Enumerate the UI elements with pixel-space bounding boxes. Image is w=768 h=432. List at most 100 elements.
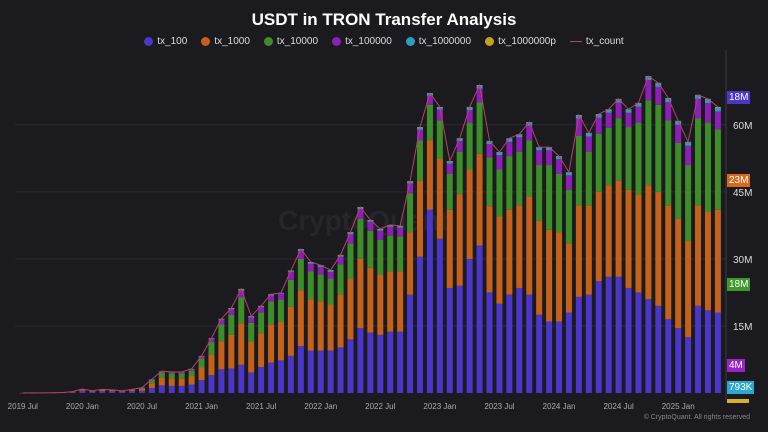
bar-segment-tx-1000000	[506, 138, 513, 142]
bar-segment-tx-1000	[685, 241, 692, 338]
bar-segment-tx-100000	[297, 250, 304, 259]
bar-segment-tx-100	[556, 321, 563, 393]
bar-segment-tx-1000	[426, 140, 433, 210]
legend-item-tx-100[interactable]: tx_100	[144, 36, 187, 47]
legend-dot-icon	[263, 37, 273, 46]
bar-segment-tx-1000	[297, 290, 304, 347]
bar-segment-tx-100000	[407, 183, 414, 194]
bar-segment-tx-100	[436, 238, 443, 393]
bar-segment-tx-100	[704, 310, 711, 393]
bar-segment-tx-10000	[436, 120, 443, 159]
bar-segment-tx-1000	[675, 218, 682, 329]
bar-segment-tx-1000000	[635, 103, 642, 107]
bar-segment-tx-100	[536, 314, 543, 393]
bar-segment-tx-10000	[417, 140, 423, 181]
bar-segment-tx-1000000	[248, 316, 255, 318]
legend-item-tx-1000[interactable]: tx_1000	[201, 36, 250, 47]
bar-segment-tx-1000000	[268, 294, 275, 296]
bar-segment-tx-10000	[585, 151, 592, 206]
bar-segment-tx-100000	[198, 356, 205, 359]
bar-segment-tx-10000	[258, 312, 265, 334]
bar-segment-tx-100	[178, 385, 185, 393]
bar-segment-tx-10000	[367, 230, 374, 268]
bar-segment-tx-1000	[565, 243, 572, 313]
last-value-badge-tx-10000: 18M	[727, 278, 751, 291]
bar-segment-tx-1000	[79, 389, 86, 391]
bar-segment-tx-100000	[258, 307, 265, 313]
bar-segment-tx-100000	[635, 106, 642, 123]
bar-segment-tx-100	[119, 391, 126, 393]
bar-segment-tx-1000	[605, 185, 612, 277]
bar-segment-tx-1000	[168, 378, 175, 386]
bar-segment-tx-100000	[565, 175, 572, 190]
legend-label: tx_1000	[214, 36, 250, 47]
bar-segment-tx-1000	[486, 206, 493, 293]
bar-segment-tx-10000	[268, 301, 275, 325]
bar-segment-tx-10000	[327, 278, 334, 305]
legend-item-tx-10000[interactable]: tx_10000	[263, 36, 319, 47]
bar-segment-tx-100000	[695, 98, 702, 119]
legend-item-tx-100000[interactable]: tx_100000	[332, 36, 392, 47]
bar-segment-tx-1000000	[347, 232, 354, 235]
legend-item-tx-count[interactable]: tx_count	[569, 36, 624, 47]
legend-label: tx_1000000	[418, 36, 472, 47]
legend-item-tx-1000000p[interactable]: tx_1000000p	[485, 36, 556, 47]
bar-segment-tx-100	[188, 384, 195, 393]
bar-segment-tx-1000000	[536, 147, 543, 151]
bar-segment-tx-1000000	[446, 161, 453, 164]
bar-segment-tx-1000000	[456, 138, 463, 141]
bar-segment-tx-1000	[178, 378, 185, 386]
legend-label: tx_10000	[276, 36, 319, 47]
bar-segment-tx-1000	[635, 194, 642, 293]
bar-segment-tx-1000000	[377, 229, 384, 231]
x-tick-label: 2020 Jul	[127, 402, 157, 411]
bar-segment-tx-100000	[158, 371, 165, 373]
bar-segment-tx-100	[496, 303, 503, 393]
bar-segment-tx-1000	[546, 229, 553, 322]
tx-count-line	[22, 75, 719, 394]
bar-segment-tx-100000	[377, 230, 384, 240]
bar-segment-tx-1000	[695, 205, 702, 306]
bar-segment-tx-1000	[119, 391, 126, 392]
bar-segment-tx-100	[138, 390, 145, 393]
bar-segment-tx-1000000	[556, 156, 563, 160]
bar-segment-tx-10000	[218, 324, 225, 342]
bar-segment-tx-100000	[714, 111, 721, 130]
chart-title: USDT in TRON Transfer Analysis	[251, 10, 517, 29]
bar-segment-tx-100	[456, 285, 463, 393]
last-value-badge-tx-1000000p	[727, 399, 749, 403]
bar-segment-tx-100	[79, 390, 86, 393]
bar-segment-tx-100000	[337, 256, 344, 265]
bar-segment-tx-1000	[287, 306, 294, 356]
bar-segment-tx-1000	[436, 158, 443, 239]
bar-segment-tx-1000000	[486, 141, 493, 145]
bar-segment-tx-100000	[506, 141, 513, 157]
bar-segment-tx-1000000	[397, 226, 404, 228]
bar-segment-tx-100	[317, 350, 324, 393]
bar-segment-tx-10000	[188, 370, 195, 377]
bar-segment-tx-100000	[516, 137, 523, 152]
bar-segment-tx-10000	[426, 104, 433, 141]
bar-segment-tx-1000000	[258, 306, 265, 308]
legend-line-icon	[569, 40, 582, 43]
bar-segment-tx-1000	[665, 205, 672, 320]
x-tick-label: 2022 Jan	[304, 402, 337, 411]
bar-segment-tx-100	[714, 312, 721, 393]
bar-segment-tx-1000000	[466, 107, 473, 111]
bar-segment-tx-1000	[377, 274, 384, 335]
x-tick-label: 2025 Jan	[662, 402, 695, 411]
bar-segment-tx-100	[506, 294, 513, 393]
bar-segment-tx-1000	[129, 390, 136, 392]
bar-segment-tx-1000	[526, 196, 533, 295]
bar-segment-tx-100	[377, 334, 384, 393]
bar-segment-tx-10000	[456, 151, 463, 195]
bar-segment-tx-1000	[258, 333, 265, 368]
legend-item-tx-1000000[interactable]: tx_1000000	[405, 36, 472, 47]
bar-segment-tx-100000	[704, 102, 711, 123]
bar-segment-tx-1000	[317, 301, 324, 351]
bar-segment-tx-100	[426, 209, 433, 393]
bar-segment-tx-10000	[148, 380, 155, 384]
bar-segment-tx-100	[258, 367, 265, 393]
bar-segment-tx-100000	[188, 369, 195, 371]
bar-segment-tx-10000	[357, 218, 364, 259]
